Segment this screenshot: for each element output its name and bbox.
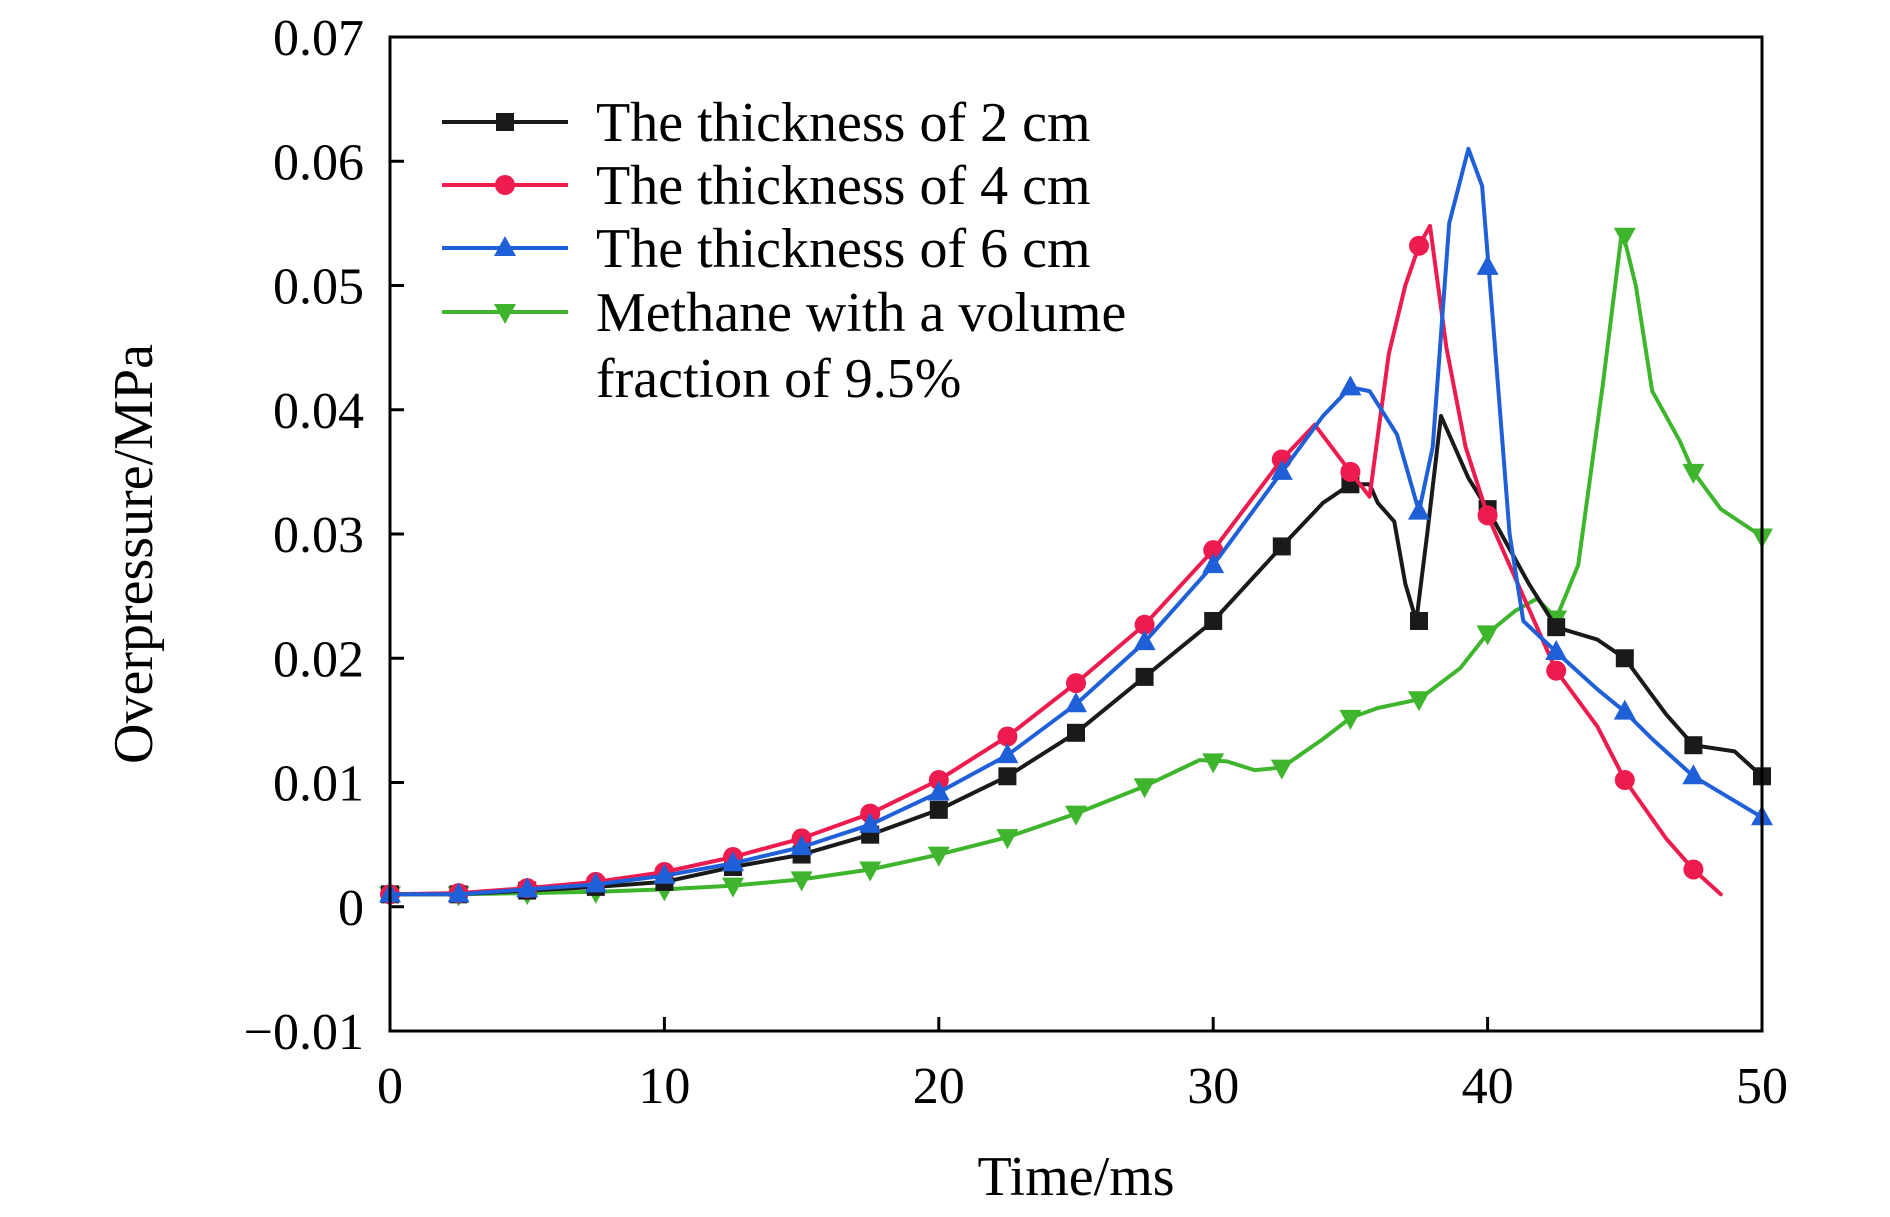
- series-line: [388, 146, 1764, 897]
- data-point: [1204, 611, 1223, 630]
- x-axis: 0 10 20 30 40 50: [377, 1017, 1788, 1115]
- legend-marker: [496, 113, 514, 131]
- data-point: [1065, 692, 1087, 713]
- y-tick-label: 0.04: [273, 383, 364, 440]
- data-point: [1202, 553, 1225, 574]
- data-point: [1339, 375, 1362, 396]
- data-point: [1684, 736, 1703, 755]
- data-point: [1270, 459, 1293, 480]
- legend-label: The thickness of 4 cm: [596, 155, 1091, 217]
- x-tick-label: 0: [377, 1058, 403, 1115]
- legend-marker: [494, 236, 516, 256]
- data-point: [653, 863, 676, 884]
- data-point: [722, 877, 744, 898]
- y-axis-title: Overpressure/MPa: [103, 344, 165, 764]
- data-point: [859, 812, 882, 833]
- data-point: [859, 861, 882, 882]
- data-point: [928, 770, 949, 791]
- data-point: [722, 851, 744, 872]
- series-line: [388, 414, 1764, 897]
- data-point: [1135, 667, 1154, 686]
- legend-label: The thickness of 6 cm: [596, 218, 1091, 280]
- data-point: [1614, 770, 1635, 791]
- data-point: [1065, 805, 1087, 826]
- legend-item: The thickness of 4 cm: [442, 155, 1091, 217]
- y-tick-label: 0: [338, 880, 364, 937]
- legend-label: Methane with a volume: [596, 282, 1126, 344]
- data-point: [516, 877, 539, 898]
- data-point: [1546, 660, 1567, 681]
- data-point: [1615, 649, 1634, 668]
- y-tick-label: 0.03: [273, 507, 364, 564]
- y-tick-label: 0.01: [273, 756, 364, 813]
- data-point: [1408, 499, 1430, 520]
- data-point: [1133, 778, 1156, 799]
- data-point: [929, 800, 948, 819]
- y-axis: −0.01 0 0.01 0.02 0.03 0.04 0.05 0.06 0.07: [244, 10, 404, 1061]
- y-tick-label: 0.07: [273, 10, 364, 67]
- data-point: [1134, 614, 1155, 635]
- data-point: [1476, 625, 1499, 646]
- series-3: [379, 146, 1773, 903]
- data-point: [927, 780, 950, 801]
- data-point: [1066, 673, 1086, 694]
- data-point: [790, 871, 813, 892]
- y-tick-label: 0.05: [273, 259, 364, 316]
- x-tick-label: 40: [1462, 1058, 1514, 1115]
- data-point: [996, 743, 1019, 764]
- data-point: [1339, 709, 1362, 730]
- data-point: [1270, 759, 1293, 780]
- data-point: [1408, 691, 1430, 712]
- series-line: [388, 227, 1764, 897]
- y-tick-label: 0.06: [273, 134, 364, 191]
- data-point: [1067, 723, 1085, 742]
- data-point: [996, 829, 1019, 850]
- data-point: [1272, 537, 1291, 556]
- data-point: [1682, 764, 1705, 785]
- data-point: [584, 872, 607, 893]
- data-point: [998, 767, 1017, 786]
- data-point: [1410, 611, 1428, 630]
- x-tick-label: 10: [638, 1058, 690, 1115]
- data-point: [1683, 859, 1704, 880]
- data-point: [997, 726, 1018, 747]
- legend-label: fraction of 9.5%: [596, 348, 961, 410]
- data-point: [1613, 699, 1636, 720]
- x-tick-label: 50: [1736, 1058, 1788, 1115]
- x-tick-label: 30: [1187, 1058, 1239, 1115]
- x-tick-label: 20: [913, 1058, 965, 1115]
- data-point: [1476, 254, 1499, 275]
- y-tick-label: 0.02: [273, 631, 364, 688]
- data-point: [790, 835, 813, 856]
- y-tick-label: −0.01: [244, 1004, 364, 1061]
- data-point: [1547, 618, 1566, 637]
- x-axis-title: Time/ms: [977, 1146, 1174, 1208]
- data-point: [1477, 505, 1498, 526]
- series-layer: [379, 146, 1773, 907]
- data-point: [1545, 640, 1568, 661]
- data-point: [927, 846, 950, 867]
- data-point: [1340, 461, 1361, 482]
- data-point: [1202, 753, 1225, 774]
- data-point: [1133, 630, 1156, 651]
- data-point: [447, 882, 470, 903]
- legend-marker: [495, 175, 515, 195]
- legend-item: The thickness of 2 cm: [442, 92, 1091, 154]
- series-4: [379, 227, 1773, 907]
- legend-marker: [494, 304, 516, 324]
- data-point: [1613, 227, 1636, 248]
- legend-item: The thickness of 6 cm: [442, 218, 1091, 280]
- data-point: [1682, 463, 1705, 484]
- data-point: [1409, 235, 1429, 256]
- legend-label: The thickness of 2 cm: [596, 92, 1091, 154]
